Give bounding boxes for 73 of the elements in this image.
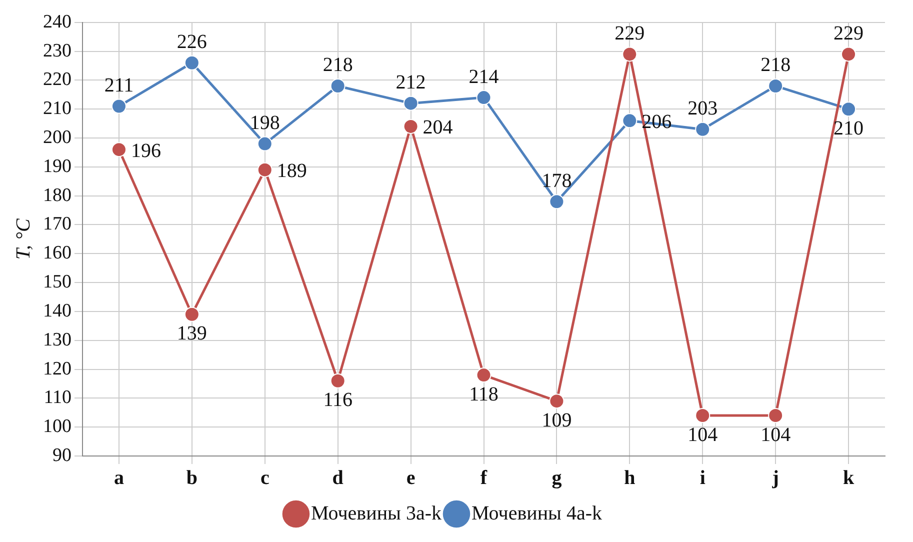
y-tick-label: 230 [43, 40, 72, 62]
y-tick-label: 220 [43, 69, 72, 90]
point [622, 113, 638, 128]
data-label: 229 [614, 22, 645, 44]
y-tick-label: 180 [43, 184, 72, 206]
data-label: 139 [176, 322, 207, 345]
x-tick-label: j [771, 467, 779, 490]
data-label: 104 [688, 424, 718, 446]
point [257, 136, 272, 152]
data-label: 218 [760, 54, 791, 76]
data-label: 210 [834, 117, 864, 140]
point [549, 194, 564, 210]
y-tick-label: 140 [43, 300, 72, 322]
point [111, 142, 126, 158]
data-label: 204 [422, 116, 453, 139]
data-label: 203 [688, 98, 718, 120]
x-tick-label: h [624, 467, 636, 490]
data-label: 212 [396, 72, 426, 94]
legend-label: Мочевины 3a-k [310, 502, 442, 524]
y-axis-title: T, °C [12, 218, 34, 260]
y-tick-label: 160 [43, 242, 72, 264]
x-tick-label: c [260, 467, 270, 490]
y-tick-label: 130 [43, 329, 72, 350]
legend-label: Мочевины 4a-k [472, 502, 602, 524]
x-tick-label: d [332, 467, 344, 490]
data-label: 229 [834, 22, 864, 44]
point [768, 408, 784, 424]
point [403, 96, 418, 111]
y-tick-label: 150 [43, 272, 72, 293]
point [549, 394, 564, 409]
y-tick-label: 110 [44, 387, 72, 408]
point [476, 90, 492, 106]
x-tick-label: a [114, 467, 124, 490]
point [330, 78, 346, 94]
point [841, 46, 856, 62]
x-tick-label: i [700, 467, 706, 490]
data-label: 211 [104, 74, 134, 96]
x-tick-label: g [552, 467, 562, 490]
y-tick-label: 170 [43, 214, 72, 235]
x-tick-label: b [186, 467, 198, 490]
data-label: 178 [542, 170, 572, 192]
x-tick-label: k [842, 467, 855, 490]
point [403, 118, 418, 134]
point [111, 98, 126, 114]
data-label: 196 [130, 140, 161, 162]
data-label: 104 [760, 424, 791, 446]
y-tick-label: 240 [43, 11, 72, 32]
point [184, 306, 200, 322]
point [184, 55, 200, 70]
point [330, 373, 346, 388]
point [622, 46, 638, 62]
data-label: 218 [322, 54, 353, 76]
y-tick-label: 100 [43, 416, 72, 438]
data-label: 109 [542, 409, 572, 432]
point [257, 162, 272, 178]
y-tick-label: 210 [43, 98, 72, 120]
x-tick-label: e [406, 467, 416, 490]
y-tick-label: 120 [43, 358, 72, 380]
y-tick-label: 200 [43, 127, 72, 148]
data-label: 226 [176, 31, 207, 54]
y-tick-label: 90 [52, 444, 72, 466]
y-tick-label: 190 [43, 156, 72, 177]
data-label: 116 [323, 389, 352, 412]
point [695, 122, 710, 137]
data-label: 214 [468, 66, 499, 88]
data-label: 198 [250, 112, 280, 134]
point [768, 78, 784, 94]
point [695, 408, 710, 424]
data-label: 118 [469, 383, 498, 406]
data-label: 189 [276, 160, 307, 182]
x-tick-label: f [480, 467, 488, 490]
point [476, 368, 492, 383]
point [841, 102, 856, 117]
